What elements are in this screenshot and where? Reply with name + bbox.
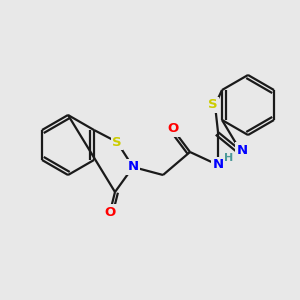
Text: O: O [167,122,178,136]
Text: O: O [104,206,116,218]
Text: H: H [224,153,233,163]
Text: N: N [212,158,224,172]
Text: S: S [208,98,218,112]
Text: S: S [112,136,122,148]
Text: N: N [128,160,139,173]
Text: N: N [236,143,247,157]
